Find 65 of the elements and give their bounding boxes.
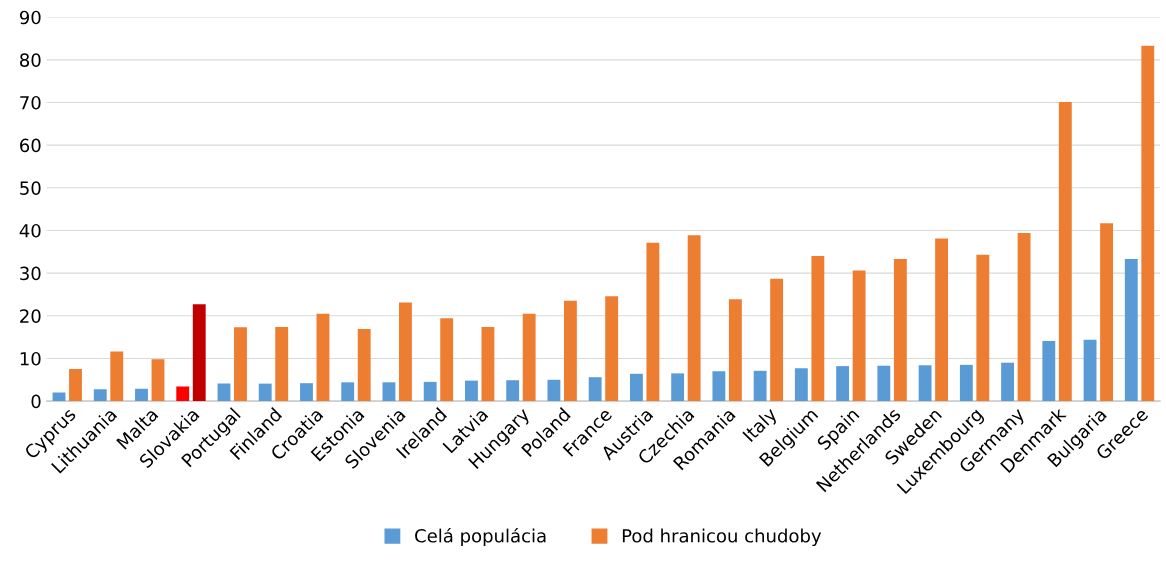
bar xyxy=(481,326,495,402)
bar xyxy=(1001,362,1015,402)
y-tick-label: 60 xyxy=(20,138,41,153)
bar xyxy=(646,242,660,402)
y-tick-label: 30 xyxy=(20,266,41,281)
bar xyxy=(877,365,891,402)
bar xyxy=(588,377,602,402)
bar xyxy=(1017,233,1031,402)
bar xyxy=(382,382,396,402)
bar xyxy=(1083,339,1097,402)
bar xyxy=(258,383,272,402)
bar xyxy=(423,381,437,402)
bar xyxy=(959,364,973,402)
bar xyxy=(794,368,808,402)
y-tick-label: 50 xyxy=(20,181,41,195)
bar xyxy=(192,304,206,402)
bar xyxy=(275,326,289,402)
bar xyxy=(836,366,850,402)
bar xyxy=(629,373,643,402)
bar xyxy=(563,300,577,402)
bar xyxy=(217,383,231,402)
bar xyxy=(1100,223,1113,402)
bar xyxy=(1124,259,1138,402)
bar xyxy=(547,379,561,402)
legend-label: Pod hranicou chudoby xyxy=(622,528,822,547)
bar xyxy=(316,313,330,402)
bar xyxy=(918,365,932,402)
bar xyxy=(176,386,190,402)
y-tick-label: 10 xyxy=(20,351,41,366)
bar xyxy=(341,382,355,402)
bar xyxy=(712,371,726,402)
bar xyxy=(399,302,412,402)
bar xyxy=(1058,102,1072,402)
bar xyxy=(110,351,124,402)
bar xyxy=(935,238,949,402)
bar xyxy=(300,383,313,402)
bar xyxy=(93,389,107,402)
bar xyxy=(811,256,825,402)
bar xyxy=(465,380,478,402)
bar xyxy=(976,254,990,402)
legend-label: Celá populácia xyxy=(415,527,546,547)
bar xyxy=(69,369,82,402)
bar xyxy=(135,388,148,402)
bar xyxy=(506,380,520,402)
bar xyxy=(357,329,371,402)
y-tick-label: 80 xyxy=(20,53,41,67)
bar xyxy=(151,359,165,402)
y-tick-label: 40 xyxy=(19,223,41,238)
bar xyxy=(522,313,536,402)
bar xyxy=(770,278,784,402)
bar xyxy=(605,296,619,402)
bar xyxy=(753,370,767,402)
bar xyxy=(728,299,742,402)
bar xyxy=(1042,340,1056,402)
bar xyxy=(234,327,247,402)
bar xyxy=(687,235,701,402)
bar xyxy=(440,318,454,402)
bar xyxy=(671,373,685,402)
y-tick-label: 70 xyxy=(20,95,41,110)
bar xyxy=(893,259,907,402)
y-tick-label: 20 xyxy=(20,309,41,323)
bar xyxy=(1141,45,1155,402)
bar xyxy=(852,270,866,402)
y-tick-label: 90 xyxy=(19,10,41,25)
y-tick-label: 0 xyxy=(31,394,41,409)
